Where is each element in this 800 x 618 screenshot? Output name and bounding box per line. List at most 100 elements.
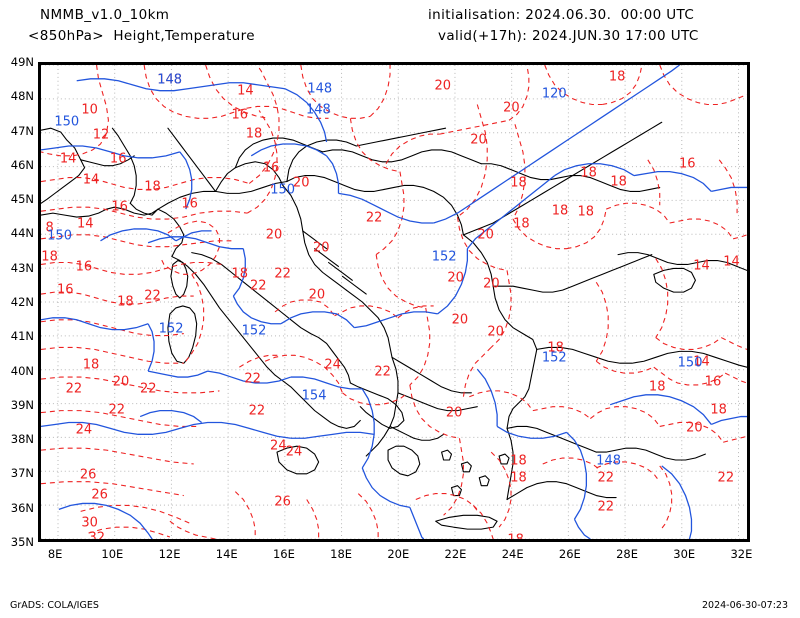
contour-value-label: 20 bbox=[312, 240, 330, 256]
contour-value-label: 154 bbox=[301, 388, 327, 404]
contour-value-label: 18 bbox=[608, 69, 626, 85]
contour-value-label: 18 bbox=[710, 402, 727, 418]
contour-value-label: 18 bbox=[580, 165, 597, 181]
contour-value-label: 14 bbox=[237, 83, 254, 99]
contour-value-label: 18 bbox=[610, 174, 627, 190]
contour-value-label: 20 bbox=[483, 276, 500, 292]
contour-value-label: 22 bbox=[374, 364, 391, 380]
contour-value-label: 16 bbox=[111, 199, 128, 215]
contour-value-label: 16 bbox=[678, 156, 696, 172]
y-axis-tick-label: 47N bbox=[10, 123, 34, 138]
x-axis-tick-label: 10E bbox=[101, 547, 124, 561]
contour-value-label: 26 bbox=[91, 487, 108, 503]
y-axis-tick-label: 46N bbox=[10, 157, 34, 172]
chart-header: NMMB_v1.0_10km <850hPa> Height,Temperatu… bbox=[0, 0, 800, 56]
y-axis-tick-label: 45N bbox=[10, 192, 34, 207]
x-axis-tick-label: 20E bbox=[387, 547, 410, 561]
contour-value-label: 20 bbox=[447, 270, 464, 286]
y-axis-tick-label: 48N bbox=[10, 89, 34, 104]
contour-value-label: 14 bbox=[82, 172, 100, 188]
contour-value-label: 24 bbox=[285, 444, 303, 460]
contour-value-label: 22 bbox=[139, 381, 157, 397]
contour-value-label: 148 bbox=[596, 453, 622, 469]
contour-value-label: 18 bbox=[551, 203, 569, 219]
contour-value-label: 18 bbox=[82, 357, 100, 373]
contour-value-label: 20 bbox=[451, 312, 469, 328]
contour-value-label: 18 bbox=[513, 216, 530, 232]
contour-value-label: 22 bbox=[717, 470, 735, 486]
map-canvas: 10 148 12 14 16 14 18 16 16 14 8 18 16 16 18 22 18 20 22 22… bbox=[41, 65, 747, 539]
contour-value-label: 16 bbox=[109, 151, 127, 167]
contour-value-label: 16 bbox=[704, 374, 722, 390]
contour-value-label: 20 bbox=[487, 324, 504, 340]
contour-value-label: 120 bbox=[541, 86, 567, 102]
contour-value-label: 18 bbox=[245, 126, 263, 142]
contour-value-label: 18 bbox=[547, 340, 564, 356]
contour-value-label: 20 bbox=[434, 78, 452, 94]
x-axis-tick-label: 28E bbox=[616, 547, 638, 561]
contour-value-label: 148 bbox=[305, 102, 331, 118]
contour-value-label: 22 bbox=[597, 470, 615, 486]
x-axis-tick-label: 26E bbox=[558, 547, 581, 561]
x-axis-tick-label: 16E bbox=[272, 547, 295, 561]
x-axis-tick-label: 14E bbox=[215, 547, 238, 561]
contour-value-label: 18 bbox=[507, 532, 524, 542]
y-axis-tick-label: 37N bbox=[10, 466, 34, 481]
contour-value-label: 32 bbox=[88, 530, 106, 542]
contour-value-label: 16 bbox=[75, 259, 93, 275]
contour-value-label: 20 bbox=[503, 100, 520, 116]
y-axis-tick-label: 44N bbox=[10, 226, 34, 241]
contour-value-label: 12 bbox=[92, 127, 110, 143]
contour-value-label: 22 bbox=[365, 210, 383, 226]
y-axis-tick-label: 38N bbox=[10, 432, 34, 447]
contour-value-label: 18 bbox=[510, 453, 527, 469]
y-axis-tick-label: 36N bbox=[10, 500, 34, 515]
valid-time-label: valid(+17h): 2024.JUN.30 17:00 UTC bbox=[438, 28, 699, 44]
y-axis-tick-label: 39N bbox=[10, 397, 34, 412]
contour-value-label: 26 bbox=[274, 494, 291, 510]
contour-value-label: 16 bbox=[231, 107, 248, 123]
contour-value-label: 18 bbox=[510, 470, 527, 486]
contour-value-label: 24 bbox=[75, 422, 93, 438]
contour-value-label: 18 bbox=[648, 379, 666, 395]
contour-value-label: 152 bbox=[158, 321, 184, 337]
contour-value-label: 20 bbox=[292, 175, 310, 191]
y-axis-tick-label: 35N bbox=[10, 535, 34, 549]
contour-value-label: 150 bbox=[54, 114, 80, 130]
contour-value-label: 22 bbox=[248, 403, 266, 419]
contour-value-label: 22 bbox=[250, 278, 267, 294]
x-axis-tick-label: 18E bbox=[330, 547, 353, 561]
contour-value-label: 22 bbox=[244, 371, 261, 387]
x-axis-tick-label: 24E bbox=[501, 547, 524, 561]
contour-value-label: 148 bbox=[307, 81, 333, 97]
contour-value-label: 150 bbox=[677, 355, 703, 371]
contour-value-label: 10 bbox=[81, 102, 98, 118]
contour-value-label: 150 bbox=[270, 182, 296, 198]
contour-value-label: 18 bbox=[577, 204, 594, 220]
contour-value-label: 14 bbox=[59, 151, 77, 167]
contour-value-label: 26 bbox=[79, 467, 97, 483]
contour-value-label: 14 bbox=[693, 354, 710, 370]
coastline-and-border-layer bbox=[41, 121, 747, 530]
contour-value-label: 14 bbox=[77, 216, 94, 232]
contour-value-label: 14 bbox=[723, 254, 740, 270]
map-plot-area: 10 148 12 14 16 14 18 16 16 14 8 18 16 16 18 22 18 20 22 22… bbox=[38, 62, 750, 542]
x-axis-tick-label: 32E bbox=[730, 547, 753, 561]
contour-value-label: 22 bbox=[144, 288, 161, 304]
contour-value-label: 18 bbox=[144, 179, 161, 195]
contour-value-label: 18 bbox=[117, 294, 134, 310]
contour-value-label: 152 bbox=[431, 249, 457, 265]
contour-value-label: 148 bbox=[157, 72, 183, 88]
contour-value-label: 22 bbox=[108, 402, 126, 418]
x-axis-tick-label: 30E bbox=[673, 547, 696, 561]
contour-value-label: 22 bbox=[65, 381, 83, 397]
contour-value-label: 18 bbox=[41, 249, 58, 265]
contour-value-label: 22 bbox=[597, 499, 615, 515]
contour-value-label: 22 bbox=[274, 266, 291, 282]
y-axis-tick-label: 49N bbox=[10, 55, 34, 69]
generation-timestamp-label: 2024-06-30-07:23 bbox=[701, 600, 788, 611]
contour-value-label: 20 bbox=[112, 374, 130, 390]
contour-value-label: 30 bbox=[81, 515, 98, 531]
contour-value-label: 16 bbox=[262, 160, 280, 176]
contour-value-label: 20 bbox=[686, 420, 703, 436]
